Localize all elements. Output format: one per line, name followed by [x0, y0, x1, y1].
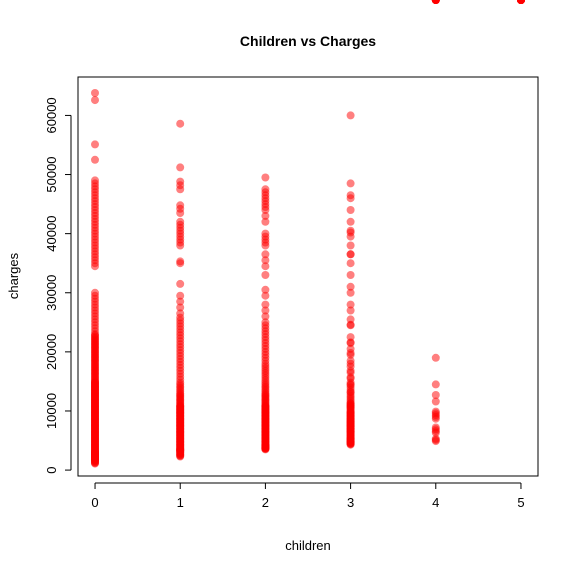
data-point — [91, 89, 99, 97]
data-point — [431, 423, 440, 432]
data-point — [346, 373, 355, 382]
y-axis-label: charges — [6, 252, 21, 299]
data-point — [346, 250, 355, 259]
data-point — [346, 259, 355, 268]
data-point — [346, 179, 355, 188]
data-point — [176, 291, 185, 300]
data-point — [176, 297, 185, 306]
data-point — [176, 445, 185, 454]
data-point — [346, 320, 355, 329]
y-axis: 0 10000 20000 30000 40000 50000 60000 — [44, 97, 72, 474]
data-point — [91, 288, 99, 297]
data-point — [346, 271, 355, 279]
data-point — [431, 380, 440, 389]
x-tick-label: 3 — [347, 495, 354, 510]
data-point — [346, 306, 355, 315]
data-point — [261, 256, 270, 265]
data-point — [346, 338, 355, 347]
x-axis-label: children — [285, 538, 331, 553]
data-point — [91, 96, 99, 105]
data-point — [176, 119, 185, 128]
data-point — [346, 288, 355, 297]
data-point — [261, 441, 270, 450]
data-point — [91, 155, 99, 164]
data-point — [261, 217, 270, 226]
data-point — [261, 312, 270, 321]
data-point — [261, 291, 270, 300]
x-tick-label: 0 — [91, 495, 98, 510]
data-point — [176, 257, 185, 266]
y-tick-label: 60000 — [44, 97, 59, 133]
data-point — [346, 111, 355, 120]
data-point — [176, 279, 185, 288]
data-point — [91, 447, 99, 456]
y-tick-label: 20000 — [44, 334, 59, 370]
data-point — [346, 349, 355, 357]
data-point — [176, 201, 185, 210]
data-point — [261, 173, 270, 182]
data-point — [431, 397, 440, 406]
data-point — [346, 388, 355, 397]
data-point — [176, 163, 185, 172]
data-point — [346, 191, 355, 200]
data-point — [261, 285, 270, 294]
data-point — [261, 262, 270, 271]
data-point — [176, 217, 185, 226]
data-point — [346, 380, 355, 389]
data-point — [346, 300, 355, 309]
data-point — [346, 438, 355, 447]
data-point — [176, 309, 185, 318]
data-point — [346, 206, 355, 214]
data-point — [261, 300, 270, 309]
data-point — [431, 434, 440, 443]
x-axis: 0 1 2 3 4 5 — [91, 482, 525, 510]
data-point — [346, 399, 355, 408]
data-point — [261, 211, 270, 220]
data-point — [261, 306, 270, 315]
data-point — [261, 318, 270, 327]
data-point — [431, 353, 440, 362]
x-tick-label: 2 — [262, 495, 269, 510]
x-tick-label: 1 — [177, 495, 184, 510]
data-point — [91, 140, 99, 149]
plot-frame — [77, 76, 539, 477]
data-point — [431, 0, 440, 4]
data-points — [91, 0, 525, 468]
data-point — [261, 185, 270, 194]
chart-title: Children vs Charges — [240, 33, 376, 49]
x-tick-label: 4 — [432, 495, 439, 510]
data-point — [261, 229, 270, 238]
x-tick-label: 5 — [517, 495, 524, 510]
y-tick-label: 40000 — [44, 216, 59, 252]
data-point — [346, 217, 355, 226]
data-point — [517, 0, 525, 4]
data-point — [346, 241, 355, 250]
y-tick-label: 30000 — [44, 275, 59, 311]
data-point — [346, 417, 355, 426]
data-point — [176, 303, 185, 312]
data-point — [346, 228, 355, 237]
data-point — [431, 407, 440, 416]
y-tick-label: 10000 — [44, 393, 59, 429]
data-point — [431, 391, 440, 399]
data-point — [176, 177, 185, 186]
data-point — [261, 250, 270, 259]
data-point — [261, 271, 270, 279]
y-tick-label: 0 — [44, 466, 59, 473]
data-point — [346, 366, 355, 375]
data-point — [346, 282, 355, 291]
data-point — [346, 359, 355, 368]
y-tick-label: 50000 — [44, 156, 59, 192]
data-point — [91, 176, 99, 185]
